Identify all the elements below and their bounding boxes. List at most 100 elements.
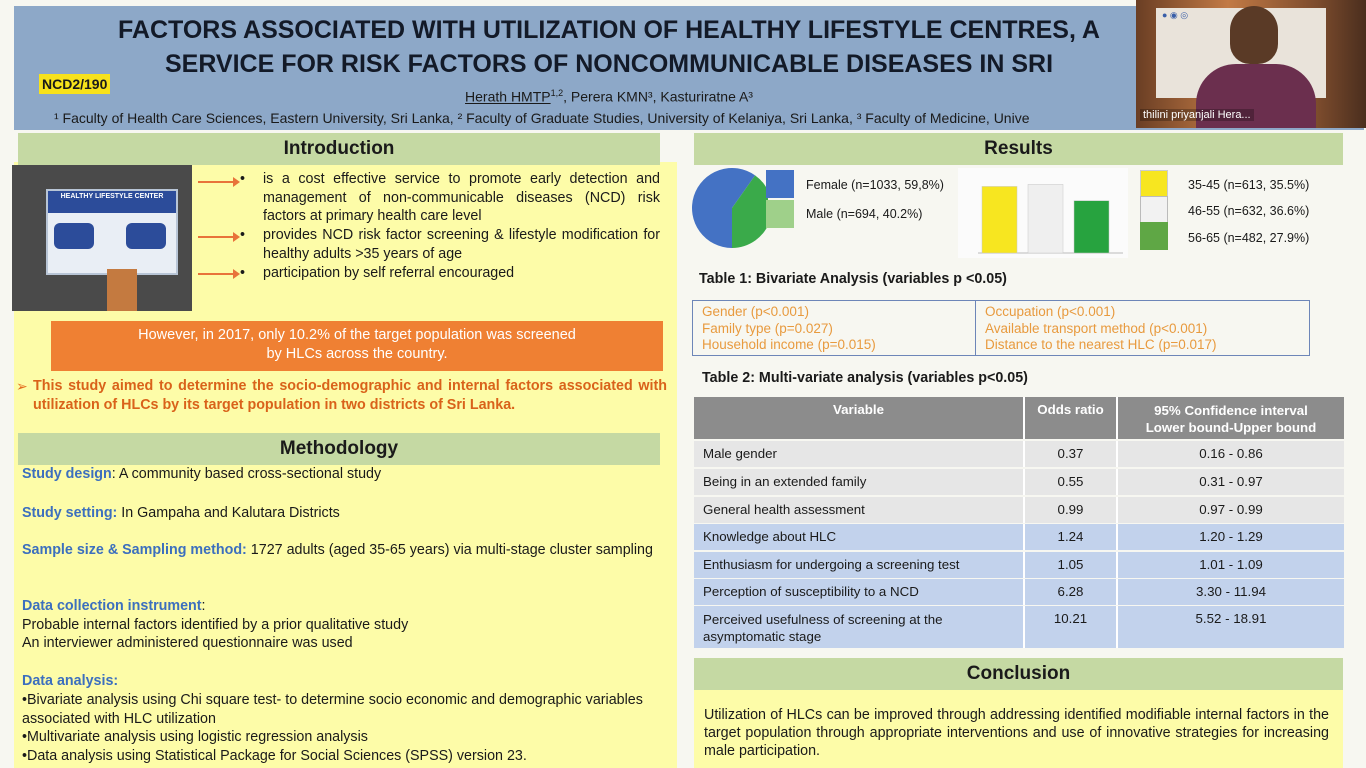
analysis-line: •Data analysis using Statistical Package… — [22, 748, 527, 764]
study-design: Study design: A community based cross-se… — [22, 466, 382, 482]
first-author-sup: 1,2 — [550, 88, 564, 98]
data-collection-label: Data collection instrument: — [22, 598, 206, 614]
table-row: General health assessment 0.99 0.97 - 0.… — [694, 497, 1344, 523]
cell-odds: 10.21 — [1025, 606, 1118, 648]
pointer-arrow-icon: ➢ — [16, 378, 28, 394]
analysis-line: •Multivariate analysis using logistic re… — [22, 729, 368, 745]
cell-ci: 5.52 - 18.91 — [1118, 606, 1344, 648]
conclusion-text: Utilization of HLCs can be improved thro… — [704, 707, 1329, 759]
pie-slice-male — [732, 175, 768, 248]
header-variable: Variable — [694, 397, 1025, 439]
introduction-heading: Introduction — [18, 133, 660, 165]
conclusion-box — [694, 690, 1343, 768]
signboard-title: HEALTHY LIFESTYLE CENTER — [48, 191, 176, 213]
legend-male-swatch — [766, 200, 794, 228]
instrument-line: Probable internal factors identified by … — [22, 617, 409, 633]
cell-ci: 0.16 - 0.86 — [1118, 441, 1344, 467]
cell-odds: 6.28 — [1025, 579, 1118, 605]
cell-odds: 0.99 — [1025, 497, 1118, 523]
bivariate-item: Distance to the nearest HLC (p=0.017) — [985, 337, 1217, 352]
header-ci: 95% Confidence interval Lower bound-Uppe… — [1118, 397, 1344, 439]
cell-odds: 1.24 — [1025, 524, 1118, 550]
affiliations: ¹ Faculty of Health Care Sciences, Easte… — [54, 110, 1030, 126]
sample-size: Sample size & Sampling method: 1727 adul… — [22, 542, 653, 558]
cell-variable: Perceived usefulness of screening at the… — [694, 606, 1025, 648]
hlc-signboard: HEALTHY LIFESTYLE CENTER — [46, 189, 178, 275]
legend-age1-label: 35-45 (n=613, 35.5%) — [1188, 178, 1310, 192]
legend-age2-swatch — [1140, 196, 1168, 224]
bivariate-col2: Occupation (p<0.001) Available transport… — [976, 301, 1309, 355]
poster-title-line1: FACTORS ASSOCIATED WITH UTILIZATION OF H… — [118, 16, 1100, 44]
cell-variable: Enthusiasm for undergoing a screening te… — [694, 552, 1025, 578]
cell-variable: Being in an extended family — [694, 469, 1025, 495]
participant-video-tile[interactable]: ● ◉ ◎ thilini priyanjali Hera... — [1136, 0, 1366, 128]
authors: Herath HMTP1,2, Perera KMN³, Kasturiratn… — [14, 88, 1204, 105]
cell-ci: 0.97 - 0.99 — [1118, 497, 1344, 523]
bivariate-item: Household income (p=0.015) — [702, 337, 876, 352]
legend-age3-label: 56-65 (n=482, 27.9%) — [1188, 231, 1310, 245]
cell-ci: 3.30 - 11.94 — [1118, 579, 1344, 605]
cell-variable: Knowledge about HLC — [694, 524, 1025, 550]
table-row: Enthusiasm for undergoing a screening te… — [694, 552, 1344, 578]
cell-ci: 1.01 - 1.09 — [1118, 552, 1344, 578]
arrow-icon — [198, 177, 240, 187]
bivariate-item: Available transport method (p<0.001) — [985, 320, 1208, 336]
table-row: Being in an extended family 0.55 0.31 - … — [694, 469, 1344, 495]
screening-highlight-box: However, in 2017, only 10.2% of the targ… — [51, 321, 663, 371]
legend-age1-swatch — [1140, 170, 1168, 198]
bivariate-col1: Gender (p<0.001) Family type (p=0.027) H… — [693, 301, 976, 355]
first-author: Herath HMTP — [465, 88, 551, 105]
bivariate-table: Gender (p<0.001) Family type (p=0.027) H… — [692, 300, 1310, 356]
legend-age2-label: 46-55 (n=632, 36.6%) — [1188, 204, 1310, 218]
bar-age-46-55 — [1027, 184, 1064, 254]
study-aim: This study aimed to determine the socio-… — [33, 378, 667, 413]
toolbar-icons[interactable]: ● ◉ ◎ — [1162, 10, 1189, 20]
highlight-line1: However, in 2017, only 10.2% of the targ… — [138, 327, 576, 343]
instrument-line: An interviewer administered questionnair… — [22, 635, 353, 651]
cell-ci: 0.31 - 0.97 — [1118, 469, 1344, 495]
legend-female-label: Female (n=1033, 59,8%) — [806, 178, 944, 192]
table-row: Perceived usefulness of screening at the… — [694, 606, 1344, 648]
cell-variable: Perception of susceptibility to a NCD — [694, 579, 1025, 605]
cell-odds: 0.55 — [1025, 469, 1118, 495]
hlc-sign-photo: HEALTHY LIFESTYLE CENTER — [12, 165, 192, 311]
bivariate-item: Occupation (p<0.001) — [985, 304, 1116, 319]
study-setting: Study setting: In Gampaha and Kalutara D… — [22, 505, 340, 521]
cell-variable: General health assessment — [694, 497, 1025, 523]
conclusion-heading: Conclusion — [694, 658, 1343, 690]
bar-age-56-65 — [1073, 200, 1110, 254]
legend-age3-swatch — [1140, 222, 1168, 250]
other-authors: , Perera KMN³, Kasturiratne A³ — [563, 88, 753, 105]
legend-female-swatch — [766, 170, 794, 198]
cell-ci: 1.20 - 1.29 — [1118, 524, 1344, 550]
methodology-heading: Methodology — [18, 433, 660, 465]
age-group-bar-chart — [958, 168, 1128, 258]
cell-odds: 0.37 — [1025, 441, 1118, 467]
table-row: Knowledge about HLC 1.24 1.20 - 1.29 — [694, 524, 1344, 550]
legend-male-label: Male (n=694, 40.2%) — [806, 207, 923, 221]
bivariate-item: Family type (p=0.027) — [702, 320, 833, 336]
table-header-row: Variable Odds ratio 95% Confidence inter… — [694, 397, 1344, 439]
participant-avatar — [1230, 6, 1278, 64]
participant-name: thilini priyanjali Hera... — [1140, 109, 1254, 121]
pie-slice-female — [692, 168, 756, 248]
intro-bullet: • is a cost effective service to promote … — [240, 171, 660, 224]
table-row: Perception of susceptibility to a NCD 6.… — [694, 579, 1344, 605]
intro-bullet: • participation by self referral encourag… — [240, 265, 515, 281]
cell-odds: 1.05 — [1025, 552, 1118, 578]
cell-variable: Male gender — [694, 441, 1025, 467]
table2-title: Table 2: Multi-variate analysis (variabl… — [702, 370, 1028, 386]
arrow-icon — [198, 232, 240, 242]
poster-title-line2: SERVICE FOR RISK FACTORS OF NONCOMMUNICA… — [164, 50, 1054, 78]
highlight-line2: by HLCs across the country. — [266, 346, 448, 362]
bivariate-item: Gender (p<0.001) — [702, 304, 809, 319]
poster-code-badge: NCD2/190 — [39, 74, 111, 94]
intro-bullet: • provides NCD risk factor screening & li… — [240, 227, 660, 262]
table-row: Male gender 0.37 0.16 - 0.86 — [694, 441, 1344, 467]
data-analysis-label: Data analysis: — [22, 673, 119, 689]
arrow-icon — [198, 269, 240, 279]
header-odds: Odds ratio — [1025, 397, 1118, 439]
results-heading: Results — [694, 133, 1343, 165]
table1-title: Table 1: Bivariate Analysis (variables p… — [699, 271, 1007, 287]
bar-age-35-45 — [981, 186, 1018, 254]
